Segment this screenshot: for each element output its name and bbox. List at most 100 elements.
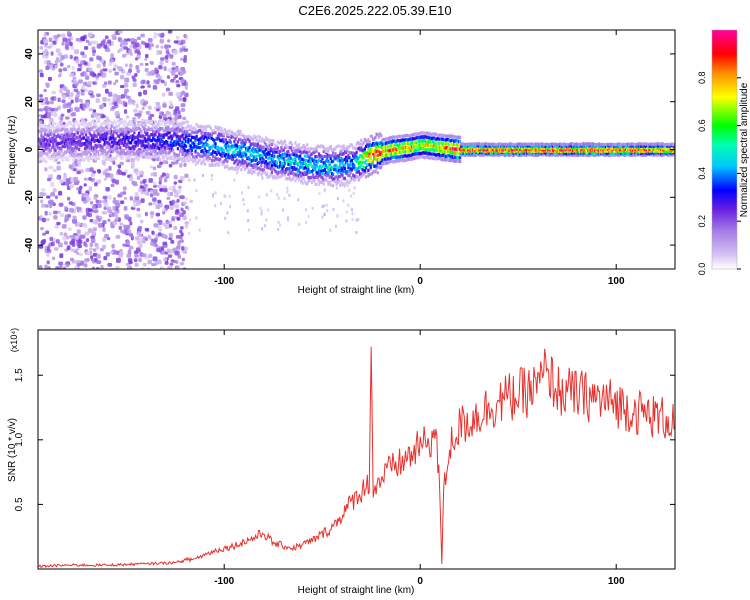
spectrogram-signal-cell — [157, 132, 161, 136]
spectrogram-signal-cell — [508, 148, 511, 152]
spectrogram-signal-cell — [435, 153, 438, 157]
spectrogram-signal-cell — [523, 151, 526, 155]
spectrogram-signal-cell — [89, 141, 92, 145]
spectrogram-signal-cell — [381, 150, 384, 154]
spectrogram-signal-cell — [266, 172, 269, 176]
spectrogram-signal-cell — [427, 152, 430, 156]
spectrogram-signal-cell — [230, 157, 234, 161]
spectrogram-signal-cell — [451, 134, 455, 138]
spectrogram-signal-cell — [284, 145, 288, 149]
spectrogram-signal-cell — [168, 136, 171, 140]
spectrogram-signal-cell — [82, 121, 85, 126]
spectrogram-noise-cell — [174, 160, 179, 165]
spectrogram-signal-cell — [127, 145, 130, 149]
spectrogram-signal-cell — [137, 141, 141, 145]
spectrogram-signal-cell — [222, 160, 225, 164]
spectrogram-signal-cell — [362, 169, 365, 173]
spectrogram-signal-cell — [321, 157, 324, 161]
spectrogram-signal-cell — [46, 154, 49, 159]
spectrogram-signal-cell — [336, 171, 339, 175]
spectrogram-noise-cell — [72, 80, 78, 84]
spectrogram-signal-cell — [294, 167, 297, 172]
spectrogram-signal-cell — [292, 177, 295, 181]
spectrogram-signal-cell — [336, 154, 339, 158]
spectrogram-signal-cell — [575, 144, 578, 149]
spectrogram-signal-cell — [382, 153, 385, 158]
spectrogram-noise-cell — [59, 179, 64, 184]
spectrogram-noise-cell — [134, 192, 139, 197]
spectrogram-signal-cell — [221, 154, 224, 158]
spectrogram-noise-cell — [90, 255, 94, 260]
spectrogram-signal-cell — [596, 151, 599, 156]
spectrogram-signal-cell — [364, 152, 368, 156]
spectrogram-signal-cell — [540, 144, 543, 148]
spectrogram-noise-cell — [43, 88, 47, 93]
spectrogram-signal-cell — [341, 159, 344, 163]
spectrogram-signal-cell — [241, 133, 244, 137]
spectrogram-noise-cell — [155, 212, 161, 217]
spectrogram-noise-cell — [96, 253, 101, 259]
spectrogram-signal-cell — [363, 170, 366, 175]
spectrogram-noise-cell — [279, 223, 282, 227]
spectrogram-signal-cell — [596, 146, 599, 150]
spectrogram-signal-cell — [435, 149, 438, 153]
spectrogram-signal-cell — [307, 164, 310, 168]
spectrogram-signal-cell — [223, 158, 227, 163]
spectrogram-noise-cell — [174, 74, 179, 78]
spectrogram-signal-cell — [495, 143, 498, 147]
spectrogram-noise-cell — [173, 181, 178, 185]
spectrogram-signal-cell — [554, 149, 557, 154]
spectrogram-noise-cell — [95, 245, 100, 250]
spectrogram-noise-cell — [66, 196, 71, 201]
spectrogram-noise-cell — [69, 257, 74, 262]
spectrogram-signal-cell — [568, 146, 571, 151]
spectrogram-signal-cell — [357, 146, 361, 150]
spectrogram-signal-cell — [355, 150, 358, 155]
spectrogram-signal-cell — [268, 155, 271, 159]
spectrogram-signal-cell — [406, 154, 409, 158]
spectrogram-signal-cell — [267, 147, 270, 151]
spectrogram-signal-cell — [100, 136, 103, 140]
spectrogram-signal-cell — [362, 165, 365, 169]
spectrogram-signal-cell — [299, 159, 302, 164]
spectrogram-signal-cell — [108, 119, 111, 123]
spectrogram-signal-cell — [240, 145, 243, 149]
spectrogram-signal-cell — [160, 145, 163, 149]
spectrogram-signal-cell — [553, 142, 556, 147]
spectrogram-signal-cell — [593, 147, 596, 152]
spectrogram-noise-cell — [177, 110, 181, 114]
spectrogram-noise-cell — [173, 174, 178, 180]
spectrogram-signal-cell — [590, 151, 593, 155]
spectrogram-signal-cell — [620, 150, 623, 154]
spectrogram-signal-cell — [443, 134, 446, 138]
spectrogram-signal-cell — [273, 151, 276, 155]
spectrogram-signal-cell — [38, 158, 41, 162]
spectrogram-signal-cell — [326, 153, 329, 157]
spectrogram-signal-cell — [431, 136, 435, 140]
spectrogram-signal-cell — [382, 142, 385, 146]
spectrogram-signal-cell — [42, 149, 45, 153]
spectrogram-signal-cell — [359, 172, 362, 176]
spectrogram-signal-cell — [588, 150, 591, 154]
spectrogram-signal-cell — [224, 138, 228, 142]
spectrogram-signal-cell — [330, 154, 334, 158]
spectrogram-noise-cell — [71, 65, 75, 71]
spectrogram-signal-cell — [547, 153, 550, 157]
spectrogram-signal-cell — [115, 150, 118, 154]
spectrogram-noise-cell — [173, 40, 179, 44]
spectrogram-signal-cell — [420, 151, 423, 155]
spectrogram-signal-cell — [263, 141, 266, 145]
spectrogram-signal-cell — [335, 155, 338, 159]
spectrogram-noise-cell — [105, 187, 110, 192]
spectrogram-signal-cell — [544, 142, 548, 146]
spectrogram-signal-cell — [614, 146, 617, 150]
spectrogram-signal-cell — [186, 130, 189, 134]
spectrogram-noise-cell — [128, 260, 133, 265]
spectrogram-signal-cell — [188, 151, 191, 155]
spectrogram-signal-cell — [244, 149, 248, 153]
spectrogram-signal-cell — [326, 171, 329, 175]
spectrogram-signal-cell — [114, 142, 117, 146]
spectrogram-noise-cell — [104, 168, 109, 173]
spectrogram-signal-cell — [454, 159, 457, 163]
spectrogram-signal-cell — [348, 169, 351, 173]
